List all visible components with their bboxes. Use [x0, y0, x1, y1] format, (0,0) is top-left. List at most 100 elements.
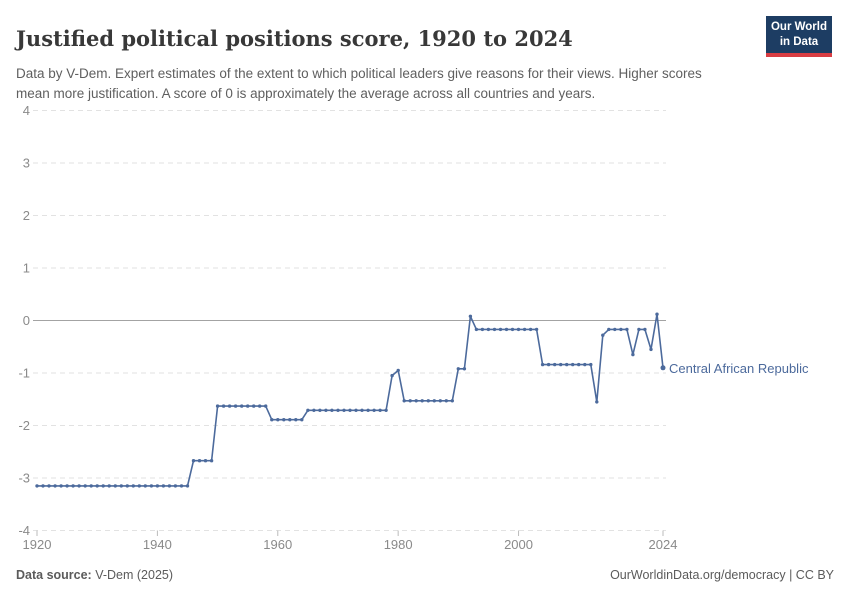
y-tick-label: 1: [23, 261, 30, 276]
data-point-marker: [113, 484, 118, 488]
data-point-marker: [390, 373, 394, 378]
data-point-marker: [71, 484, 75, 488]
data-point-marker: [233, 404, 238, 408]
data-point-marker: [528, 327, 533, 332]
data-point-marker: [41, 484, 45, 488]
data-point-marker: [312, 408, 316, 412]
data-point-marker: [203, 459, 208, 463]
x-tick-label: 1960: [263, 537, 292, 552]
y-tick-label: 0: [23, 313, 30, 328]
y-tick-label: -3: [18, 471, 30, 486]
data-point-marker: [318, 408, 322, 412]
data-point-marker: [143, 484, 147, 488]
data-source-value: V-Dem (2025): [91, 568, 174, 582]
data-point-marker: [408, 399, 412, 403]
data-point-marker: [414, 399, 418, 403]
x-tick-label: 2024: [649, 537, 678, 552]
data-point-marker: [396, 368, 400, 373]
y-tick-label: -1: [18, 366, 30, 381]
data-point-marker: [540, 362, 545, 367]
owid-logo-text: Our World in Data: [766, 16, 832, 53]
data-point-marker: [378, 408, 382, 412]
data-point-marker: [65, 484, 69, 488]
data-point-marker: [577, 362, 581, 367]
owid-logo[interactable]: Our World in Data: [766, 16, 832, 57]
data-point-marker: [89, 484, 93, 488]
data-source-text: Data source: V-Dem (2025): [16, 568, 173, 582]
data-point-marker: [336, 408, 340, 412]
owid-logo-stripe: [766, 52, 832, 57]
data-point-marker: [619, 327, 623, 332]
data-point-marker: [131, 484, 135, 488]
data-point-marker: [462, 367, 467, 371]
data-point-marker: [553, 362, 557, 367]
data-point-marker: [631, 352, 635, 357]
data-point-marker: [137, 484, 141, 488]
owid-logo-line2: in Data: [779, 35, 819, 48]
data-point-marker: [288, 418, 292, 422]
data-point-marker: [149, 484, 154, 488]
x-tick-label: 1980: [384, 537, 413, 552]
license-link[interactable]: OurWorldinData.org/democracy | CC BY: [610, 568, 834, 582]
data-point-marker: [402, 399, 406, 403]
data-point-marker: [601, 333, 605, 337]
y-tick-label: 2: [23, 208, 30, 223]
data-point-marker: [354, 408, 358, 412]
chart-footer: Data source: V-Dem (2025) OurWorldinData…: [16, 568, 834, 582]
data-point-marker: [504, 327, 509, 332]
data-point-marker: [492, 327, 497, 332]
data-point-marker: [456, 367, 460, 371]
page-title: Justified political positions score, 192…: [16, 26, 573, 52]
data-point-marker: [264, 404, 268, 408]
data-point-marker: [534, 327, 539, 332]
data-point-marker: [173, 484, 178, 488]
data-point-marker: [643, 327, 647, 332]
chart-subtitle: Data by V-Dem. Expert estimates of the e…: [16, 65, 702, 101]
data-point-marker: [83, 484, 87, 488]
data-point-marker: [432, 399, 436, 403]
data-point-marker: [474, 327, 479, 332]
data-point-marker: [155, 484, 160, 488]
data-point-marker: [300, 418, 304, 422]
data-point-marker: [185, 484, 190, 488]
x-tick-label: 2000: [504, 537, 533, 552]
data-point-marker: [330, 408, 334, 412]
data-point-marker: [246, 404, 250, 408]
data-point-marker: [583, 362, 587, 367]
data-point-marker: [101, 484, 105, 488]
data-point-marker: [221, 404, 226, 408]
x-tick-label: 1920: [23, 537, 52, 552]
data-point-marker: [276, 418, 280, 422]
data-point-marker: [348, 408, 352, 412]
data-point-marker: [486, 327, 491, 332]
data-point-marker: [420, 399, 424, 403]
y-tick-label: 3: [23, 156, 30, 171]
data-point-marker: [607, 327, 611, 332]
data-point-marker: [119, 484, 124, 488]
data-point-marker: [306, 408, 310, 412]
x-tick-label: 1940: [143, 537, 172, 552]
data-point-marker: [565, 362, 569, 367]
data-point-marker: [209, 459, 214, 463]
data-point-marker: [179, 484, 184, 488]
data-point-marker: [613, 327, 617, 332]
data-point-marker: [595, 400, 599, 404]
data-point-marker: [498, 327, 503, 332]
data-point-marker: [191, 459, 196, 463]
series-endpoint-dot: [660, 365, 666, 371]
data-point-marker: [571, 362, 575, 367]
data-point-marker: [258, 404, 262, 408]
data-point-marker: [161, 484, 166, 488]
data-point-marker: [227, 404, 232, 408]
data-point-marker: [342, 408, 346, 412]
data-point-marker: [516, 327, 521, 332]
data-point-marker: [294, 418, 298, 422]
data-point-marker: [444, 399, 448, 403]
data-point-marker: [426, 399, 430, 403]
data-point-marker: [215, 404, 220, 408]
data-point-marker: [655, 312, 659, 316]
data-point-marker: [47, 484, 51, 488]
data-point-marker: [384, 408, 388, 412]
